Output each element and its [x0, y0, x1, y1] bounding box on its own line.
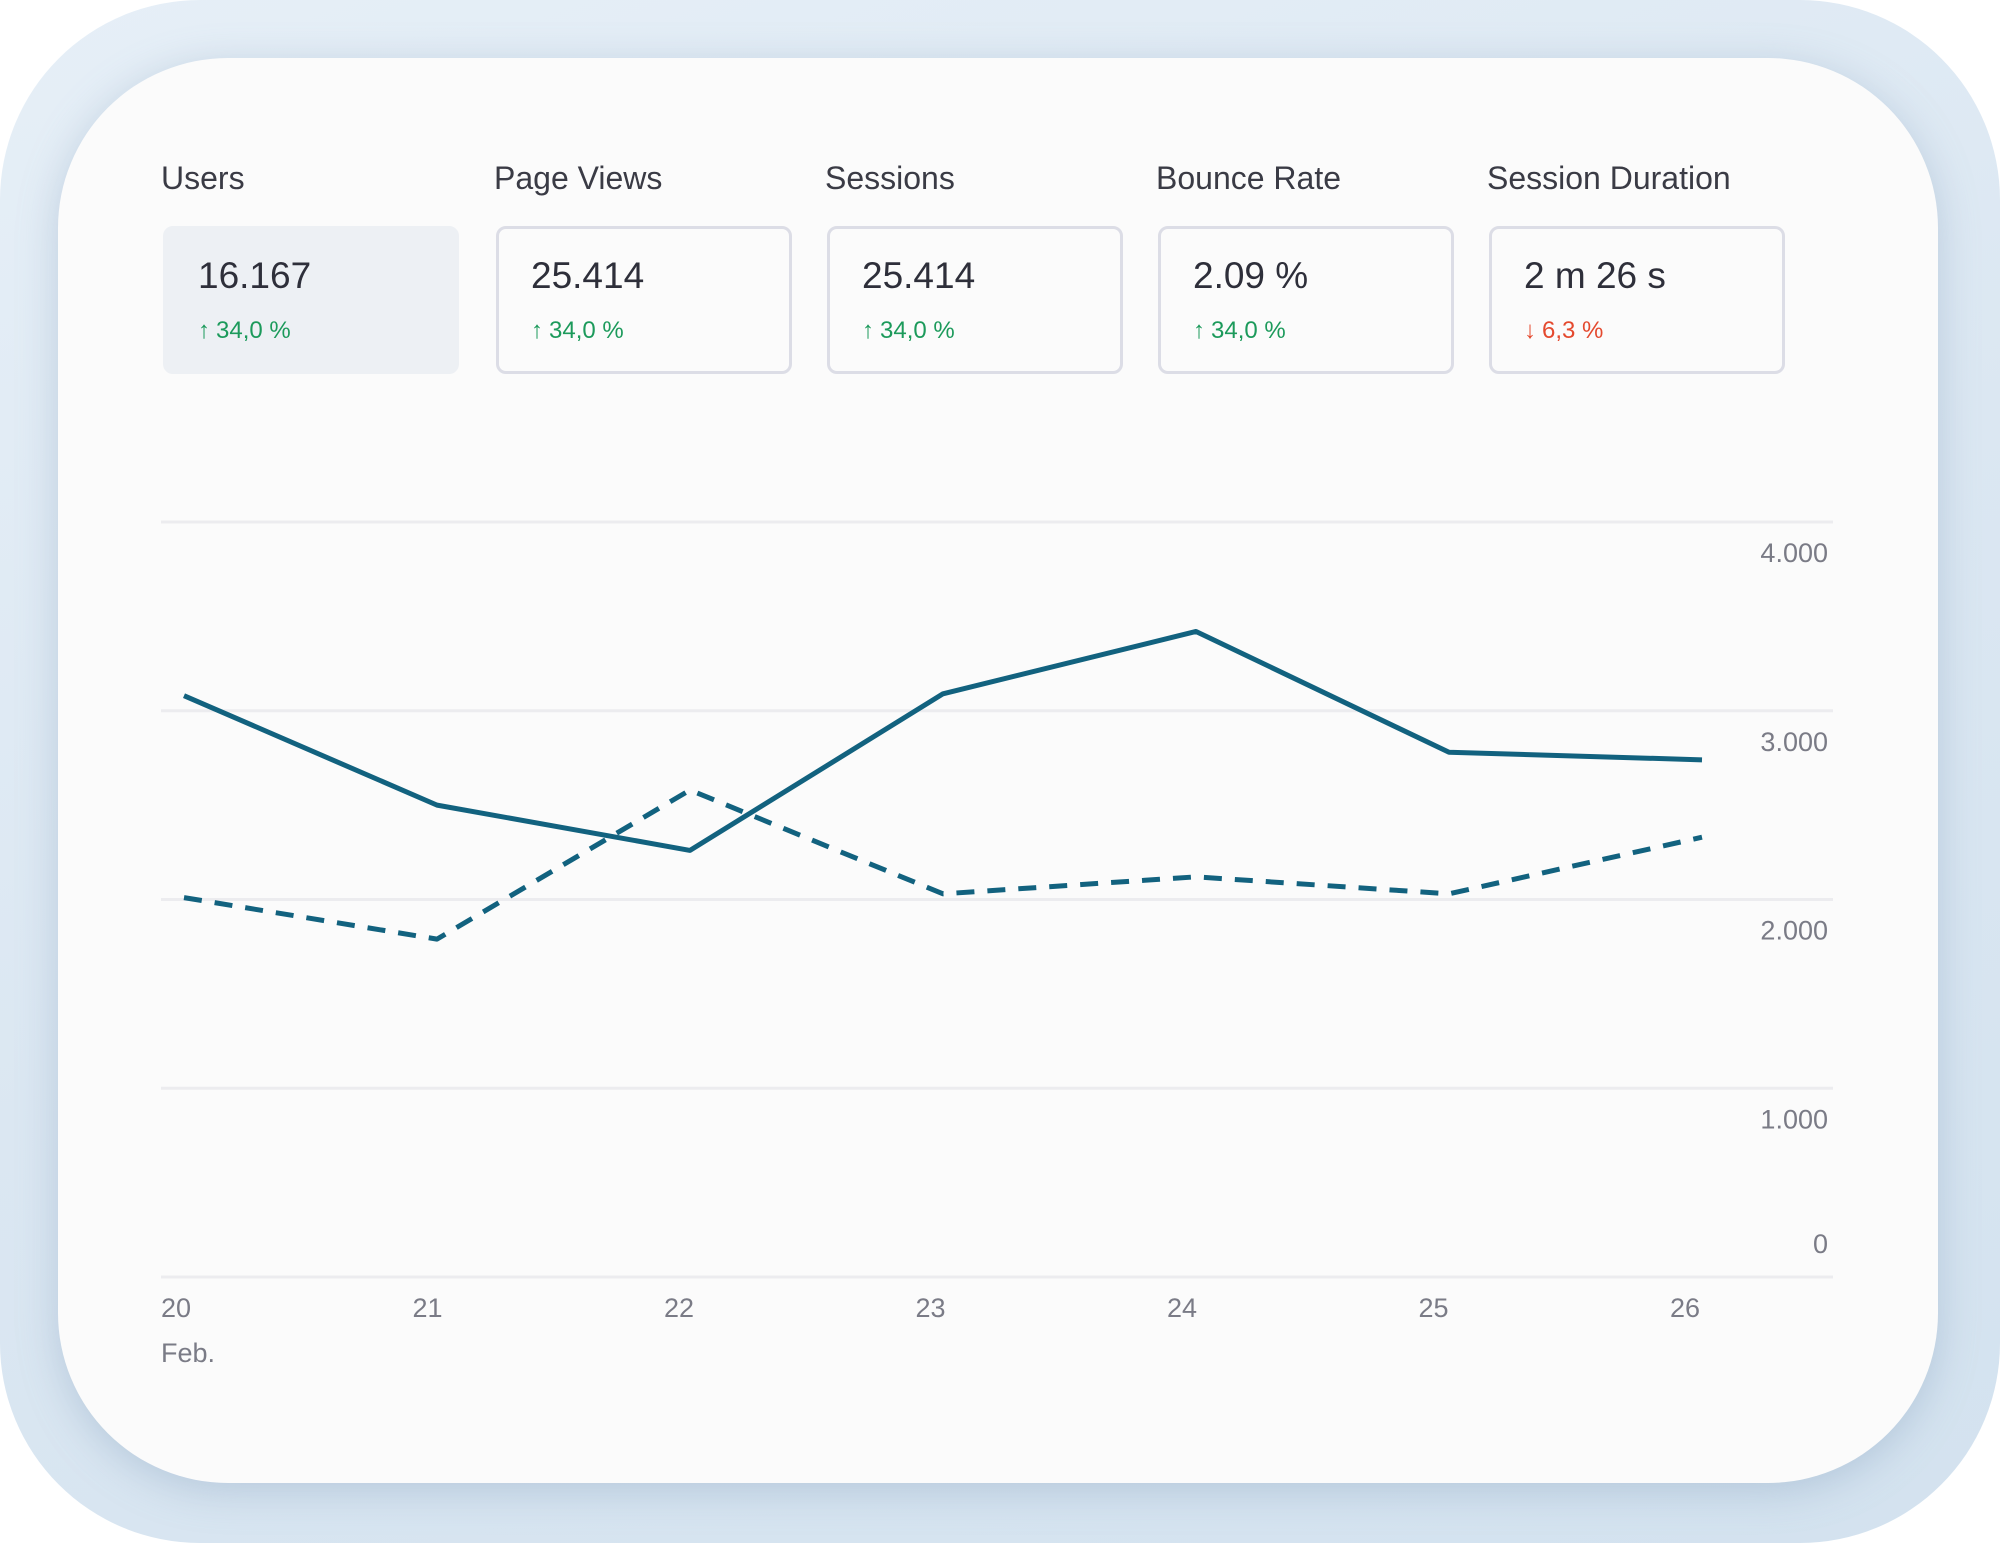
- metric-value: 25.414: [862, 255, 976, 296]
- metric-value: 25.414: [531, 255, 645, 296]
- metric-label: Session Duration: [1487, 160, 1731, 196]
- metric-label: Sessions: [825, 160, 955, 196]
- metric-box[interactable]: 2.09 % ↑ 34,0 %: [1158, 226, 1454, 374]
- series-line-dashed: [183, 787, 1703, 942]
- metric-label: Users: [161, 160, 245, 196]
- delta-value: 34,0 %: [880, 317, 955, 344]
- x-tick-label: 26: [1670, 1293, 1700, 1323]
- metric-delta: ↓ 6,3 %: [1524, 317, 1603, 345]
- delta-value: 34,0 %: [216, 317, 291, 344]
- metric-box[interactable]: 25.414 ↑ 34,0 %: [496, 226, 792, 374]
- metric-value: 2 m 26 s: [1524, 255, 1666, 296]
- delta-value: 34,0 %: [549, 317, 624, 344]
- y-tick-label: 0: [1813, 1229, 1828, 1259]
- trend-arrow-icon: ↑: [862, 317, 874, 344]
- metric-label: Page Views: [494, 160, 663, 196]
- x-tick-label: 25: [1419, 1293, 1449, 1323]
- x-axis-month-label: Feb.: [161, 1338, 215, 1368]
- x-tick-label: 23: [916, 1293, 946, 1323]
- trend-arrow-icon: ↑: [531, 317, 543, 344]
- metric-label: Bounce Rate: [1156, 160, 1342, 196]
- metric-delta: ↑ 34,0 %: [862, 317, 955, 345]
- x-tick-label: 20: [161, 1293, 191, 1323]
- metric-delta: ↑ 34,0 %: [531, 317, 624, 345]
- metric-value: 2.09 %: [1193, 255, 1309, 296]
- metric-value: 16.167: [198, 255, 312, 296]
- x-tick-label: 24: [1167, 1293, 1197, 1323]
- y-tick-label: 1.000: [1760, 1104, 1828, 1134]
- y-tick-label: 3.000: [1760, 727, 1828, 757]
- metric-box[interactable]: 25.414 ↑ 34,0 %: [827, 226, 1123, 374]
- metric-box[interactable]: 16.167 ↑ 34,0 %: [163, 226, 459, 374]
- x-tick-label: 21: [413, 1293, 443, 1323]
- trend-arrow-icon: ↓: [1524, 317, 1536, 344]
- trend-arrow-icon: ↑: [1193, 317, 1205, 344]
- metric-box[interactable]: 2 m 26 s ↓ 6,3 %: [1489, 226, 1785, 374]
- delta-value: 6,3 %: [1542, 317, 1604, 344]
- trend-arrow-icon: ↑: [198, 317, 210, 344]
- metric-delta: ↑ 34,0 %: [1193, 317, 1286, 345]
- metric-delta: ↑ 34,0 %: [198, 317, 291, 345]
- delta-value: 34,0 %: [1211, 317, 1286, 344]
- x-tick-label: 22: [664, 1293, 694, 1323]
- series-line-solid: [183, 628, 1703, 853]
- y-tick-label: 4.000: [1760, 538, 1828, 568]
- y-tick-label: 2.000: [1760, 916, 1828, 946]
